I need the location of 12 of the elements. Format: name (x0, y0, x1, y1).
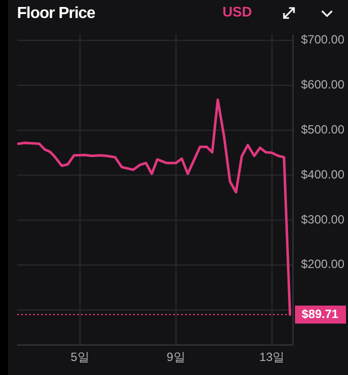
y-tick-label: $500.00 (301, 122, 345, 136)
y-tick-label: $400.00 (301, 167, 345, 182)
y-tick-label: $700.00 (301, 32, 345, 47)
text: USD (222, 4, 252, 20)
y-tick-label: $200.00 (301, 257, 345, 272)
chart-title: Floor Price (17, 5, 96, 22)
x-tick-label: 9일 (166, 350, 186, 364)
x-tick-label: 5일 (70, 350, 90, 364)
x-tick-label: 13일 (259, 350, 285, 364)
y-tick-label: $600.00 (301, 77, 345, 92)
y-tick-label: $300.00 (301, 212, 345, 226)
ref-line-label: $89.71 (302, 306, 339, 321)
